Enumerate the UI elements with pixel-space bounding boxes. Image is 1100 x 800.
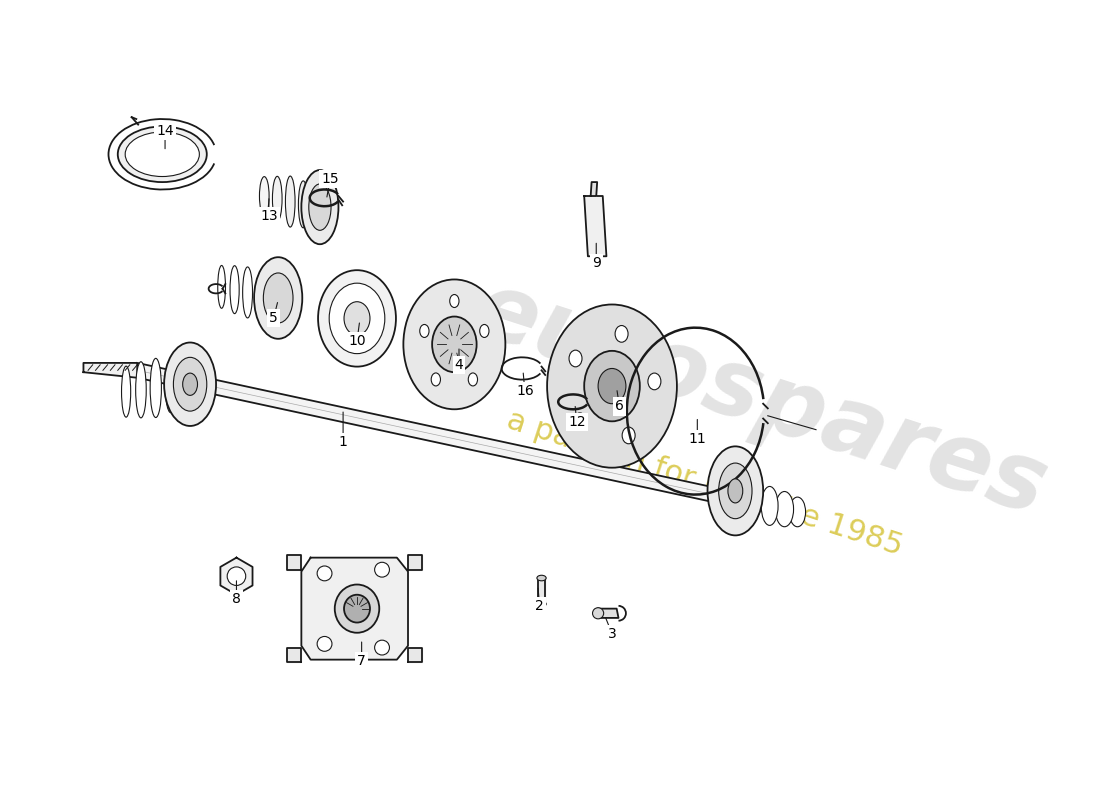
Ellipse shape bbox=[273, 176, 282, 222]
Text: 3: 3 bbox=[607, 626, 616, 641]
Ellipse shape bbox=[180, 362, 190, 407]
Text: a passion for porsche 1985: a passion for porsche 1985 bbox=[503, 406, 906, 562]
Ellipse shape bbox=[761, 486, 778, 526]
Ellipse shape bbox=[615, 326, 628, 342]
Text: 1: 1 bbox=[339, 434, 348, 449]
Text: 13: 13 bbox=[260, 210, 277, 223]
Ellipse shape bbox=[707, 446, 763, 535]
Ellipse shape bbox=[121, 366, 131, 417]
Text: 14: 14 bbox=[156, 124, 174, 138]
Ellipse shape bbox=[329, 283, 385, 354]
Polygon shape bbox=[408, 555, 422, 570]
Text: 11: 11 bbox=[689, 432, 706, 446]
Ellipse shape bbox=[648, 373, 661, 390]
Text: eurospares: eurospares bbox=[462, 264, 1058, 536]
Polygon shape bbox=[84, 363, 138, 378]
Text: 7: 7 bbox=[358, 654, 366, 669]
Text: 5: 5 bbox=[270, 311, 278, 326]
Ellipse shape bbox=[480, 325, 490, 338]
Ellipse shape bbox=[230, 266, 239, 314]
Ellipse shape bbox=[243, 267, 253, 318]
Ellipse shape bbox=[728, 479, 743, 503]
Ellipse shape bbox=[569, 350, 582, 367]
Ellipse shape bbox=[218, 266, 226, 308]
Polygon shape bbox=[584, 196, 606, 256]
Polygon shape bbox=[220, 558, 253, 594]
Ellipse shape bbox=[420, 325, 429, 338]
Ellipse shape bbox=[593, 608, 604, 619]
Ellipse shape bbox=[301, 170, 339, 244]
Ellipse shape bbox=[573, 413, 586, 430]
Ellipse shape bbox=[309, 184, 331, 230]
Ellipse shape bbox=[298, 181, 308, 228]
Ellipse shape bbox=[469, 373, 477, 386]
Ellipse shape bbox=[260, 177, 270, 215]
Ellipse shape bbox=[404, 279, 505, 410]
Polygon shape bbox=[408, 647, 422, 662]
Ellipse shape bbox=[263, 273, 293, 323]
Ellipse shape bbox=[174, 358, 207, 411]
Ellipse shape bbox=[183, 373, 198, 395]
Polygon shape bbox=[598, 609, 618, 618]
Ellipse shape bbox=[318, 270, 396, 366]
Text: 12: 12 bbox=[568, 415, 585, 430]
Ellipse shape bbox=[118, 126, 207, 182]
Text: 6: 6 bbox=[615, 399, 624, 414]
Ellipse shape bbox=[375, 640, 389, 655]
Ellipse shape bbox=[734, 486, 746, 513]
Polygon shape bbox=[287, 647, 301, 662]
Text: 9: 9 bbox=[592, 256, 601, 270]
Text: 2: 2 bbox=[536, 599, 544, 613]
Ellipse shape bbox=[537, 575, 547, 581]
Ellipse shape bbox=[747, 486, 761, 518]
Text: 10: 10 bbox=[349, 334, 366, 348]
Ellipse shape bbox=[776, 491, 793, 526]
Ellipse shape bbox=[344, 594, 370, 622]
Polygon shape bbox=[538, 578, 546, 604]
Ellipse shape bbox=[431, 373, 440, 386]
Ellipse shape bbox=[254, 257, 303, 338]
Polygon shape bbox=[301, 558, 408, 660]
Ellipse shape bbox=[790, 497, 805, 526]
Polygon shape bbox=[591, 182, 597, 196]
Ellipse shape bbox=[547, 305, 676, 468]
Text: 4: 4 bbox=[454, 358, 463, 372]
Ellipse shape bbox=[285, 176, 295, 227]
Ellipse shape bbox=[228, 567, 245, 586]
Ellipse shape bbox=[344, 302, 370, 335]
Ellipse shape bbox=[311, 186, 321, 227]
Text: 15: 15 bbox=[321, 172, 339, 186]
Ellipse shape bbox=[125, 132, 199, 177]
Ellipse shape bbox=[718, 463, 752, 518]
Polygon shape bbox=[138, 363, 722, 504]
Ellipse shape bbox=[450, 294, 459, 307]
Ellipse shape bbox=[317, 566, 332, 581]
Ellipse shape bbox=[256, 273, 265, 318]
Text: 16: 16 bbox=[516, 384, 534, 398]
Polygon shape bbox=[287, 555, 301, 570]
Ellipse shape bbox=[334, 585, 379, 633]
Ellipse shape bbox=[150, 358, 162, 418]
Ellipse shape bbox=[135, 362, 146, 418]
Ellipse shape bbox=[584, 351, 640, 422]
Ellipse shape bbox=[432, 317, 476, 372]
Ellipse shape bbox=[270, 278, 277, 318]
Ellipse shape bbox=[317, 637, 332, 651]
Ellipse shape bbox=[375, 562, 389, 577]
Text: 8: 8 bbox=[232, 592, 241, 606]
Ellipse shape bbox=[165, 359, 176, 413]
Ellipse shape bbox=[164, 342, 216, 426]
Ellipse shape bbox=[598, 369, 626, 404]
Ellipse shape bbox=[537, 602, 547, 606]
Ellipse shape bbox=[623, 427, 635, 444]
